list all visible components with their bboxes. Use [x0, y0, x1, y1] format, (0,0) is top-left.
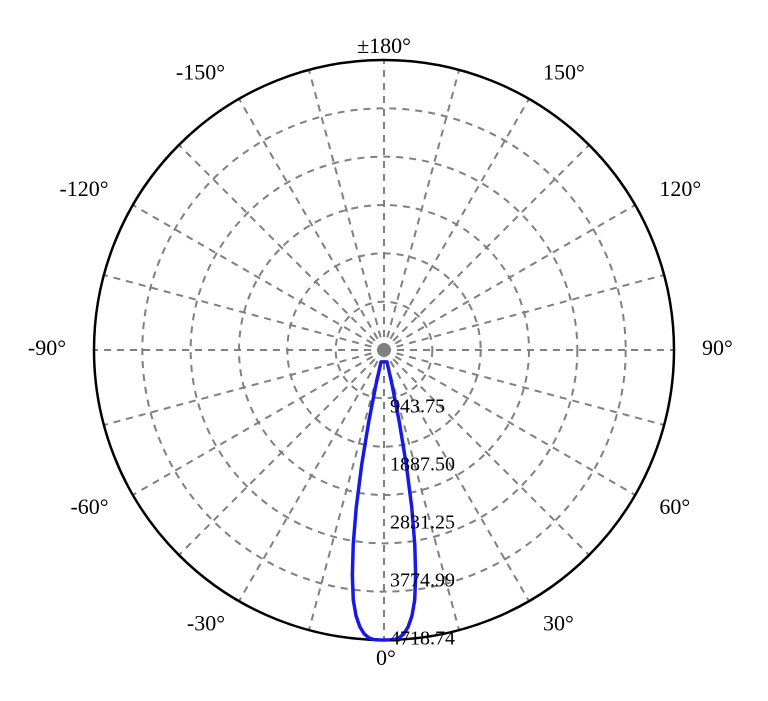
- angle-label: 30°: [543, 610, 574, 635]
- angle-label: 90°: [702, 335, 733, 360]
- angle-label: 60°: [659, 494, 690, 519]
- polar-chart: 943.75 1887.50 2831.25 3774.99 4718.740° 30° 6…: [0, 0, 768, 701]
- radial-label: 4718.74: [390, 628, 455, 650]
- angle-label: -60°: [70, 494, 108, 519]
- angle-label: ±180°: [357, 33, 411, 58]
- radial-label: 3774.99: [390, 570, 455, 592]
- angle-label: 150°: [543, 60, 585, 85]
- angle-label: 120°: [659, 176, 701, 201]
- center-dot: [378, 344, 390, 356]
- radial-label: 2831.25: [390, 512, 455, 534]
- angle-label: -30°: [187, 610, 225, 635]
- radial-label: 943.75: [390, 396, 445, 418]
- angle-label: -90°: [28, 335, 66, 360]
- angle-label: 0°: [376, 645, 396, 670]
- angle-label: -150°: [176, 60, 225, 85]
- radial-label: 1887.50: [390, 454, 455, 476]
- angle-label: -120°: [59, 176, 108, 201]
